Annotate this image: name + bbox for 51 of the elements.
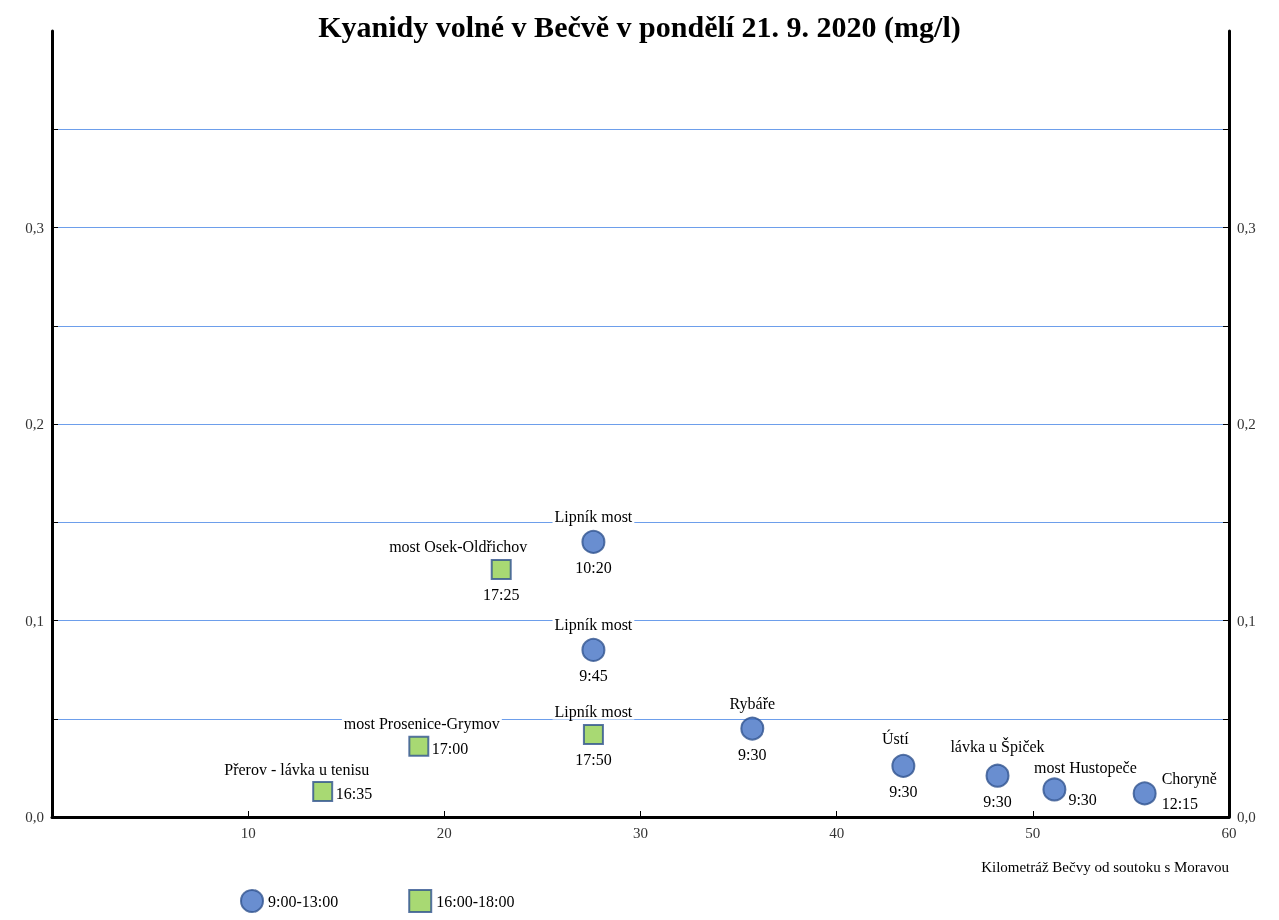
- annotation: Lipník most: [554, 616, 633, 635]
- y2-tick-label: 0,3: [1237, 219, 1256, 236]
- x-tick-label: 40: [829, 824, 845, 841]
- point: [582, 723, 604, 745]
- point: [490, 558, 512, 580]
- annotation: most Prosenice-Grymov: [343, 714, 500, 733]
- y2-tick-label: 0,0: [1237, 809, 1256, 825]
- x-tick-label: 10: [240, 824, 256, 841]
- annotation: Přerov - lávka u tenisu: [224, 760, 370, 778]
- annotation: Ústí: [882, 729, 910, 748]
- chart-title: Kyanidy volné v Bečvě v pondělí 21. 9. 2020 (mg/l): [318, 9, 961, 44]
- x-tick-label: 30: [633, 824, 648, 841]
- annotation: 17:50: [575, 750, 612, 768]
- y-tick-label: 0,1: [25, 612, 44, 629]
- x-axis-title: Kilometráž Bečvy od soutoku s Moravou: [981, 858, 1230, 875]
- point: [740, 716, 765, 741]
- point: [891, 753, 916, 778]
- x-tick-label: 50: [1025, 824, 1041, 841]
- y-tick-label: 0,0: [25, 809, 44, 825]
- annotation: 9:30: [738, 746, 767, 764]
- annotation: Rybáře: [729, 695, 776, 714]
- y-tick-label: 0,3: [25, 219, 44, 236]
- point: [1042, 777, 1067, 802]
- annotation: Lipník most: [554, 508, 633, 527]
- point: [581, 529, 606, 554]
- annotation: lávka u Špiček: [950, 737, 1045, 757]
- annotation: Lipník most: [554, 702, 633, 721]
- annotation: 10:20: [575, 559, 612, 577]
- annotation: 17:25: [483, 585, 520, 603]
- annotation: 9:45: [579, 667, 608, 685]
- y-tick-label: 0,2: [25, 416, 44, 432]
- point: [408, 735, 430, 757]
- point: [581, 637, 606, 662]
- x-tick-label: 60: [1221, 824, 1237, 841]
- point: [312, 780, 334, 802]
- legend-label: 16:00-18:00: [436, 892, 515, 910]
- annotation: 9:30: [889, 783, 918, 801]
- annotation: 9:30: [1068, 790, 1097, 808]
- annotation: 12:15: [1161, 794, 1199, 812]
- annotation: 17:00: [431, 739, 469, 757]
- y2-tick-label: 0,1: [1237, 612, 1256, 629]
- x-tick-label: 20: [436, 824, 452, 841]
- annotation: most Osek-Oldřichov: [389, 537, 528, 555]
- point: [985, 763, 1010, 788]
- legend-label: 9:00-13:00: [268, 892, 339, 910]
- annotation: most Hustopeče: [1034, 758, 1137, 777]
- annotation: Choryně: [1161, 769, 1217, 788]
- annotation: 9:30: [983, 793, 1012, 811]
- y2-tick-label: 0,2: [1237, 416, 1256, 432]
- annotation: 16:35: [335, 784, 373, 802]
- point: [1132, 781, 1157, 806]
